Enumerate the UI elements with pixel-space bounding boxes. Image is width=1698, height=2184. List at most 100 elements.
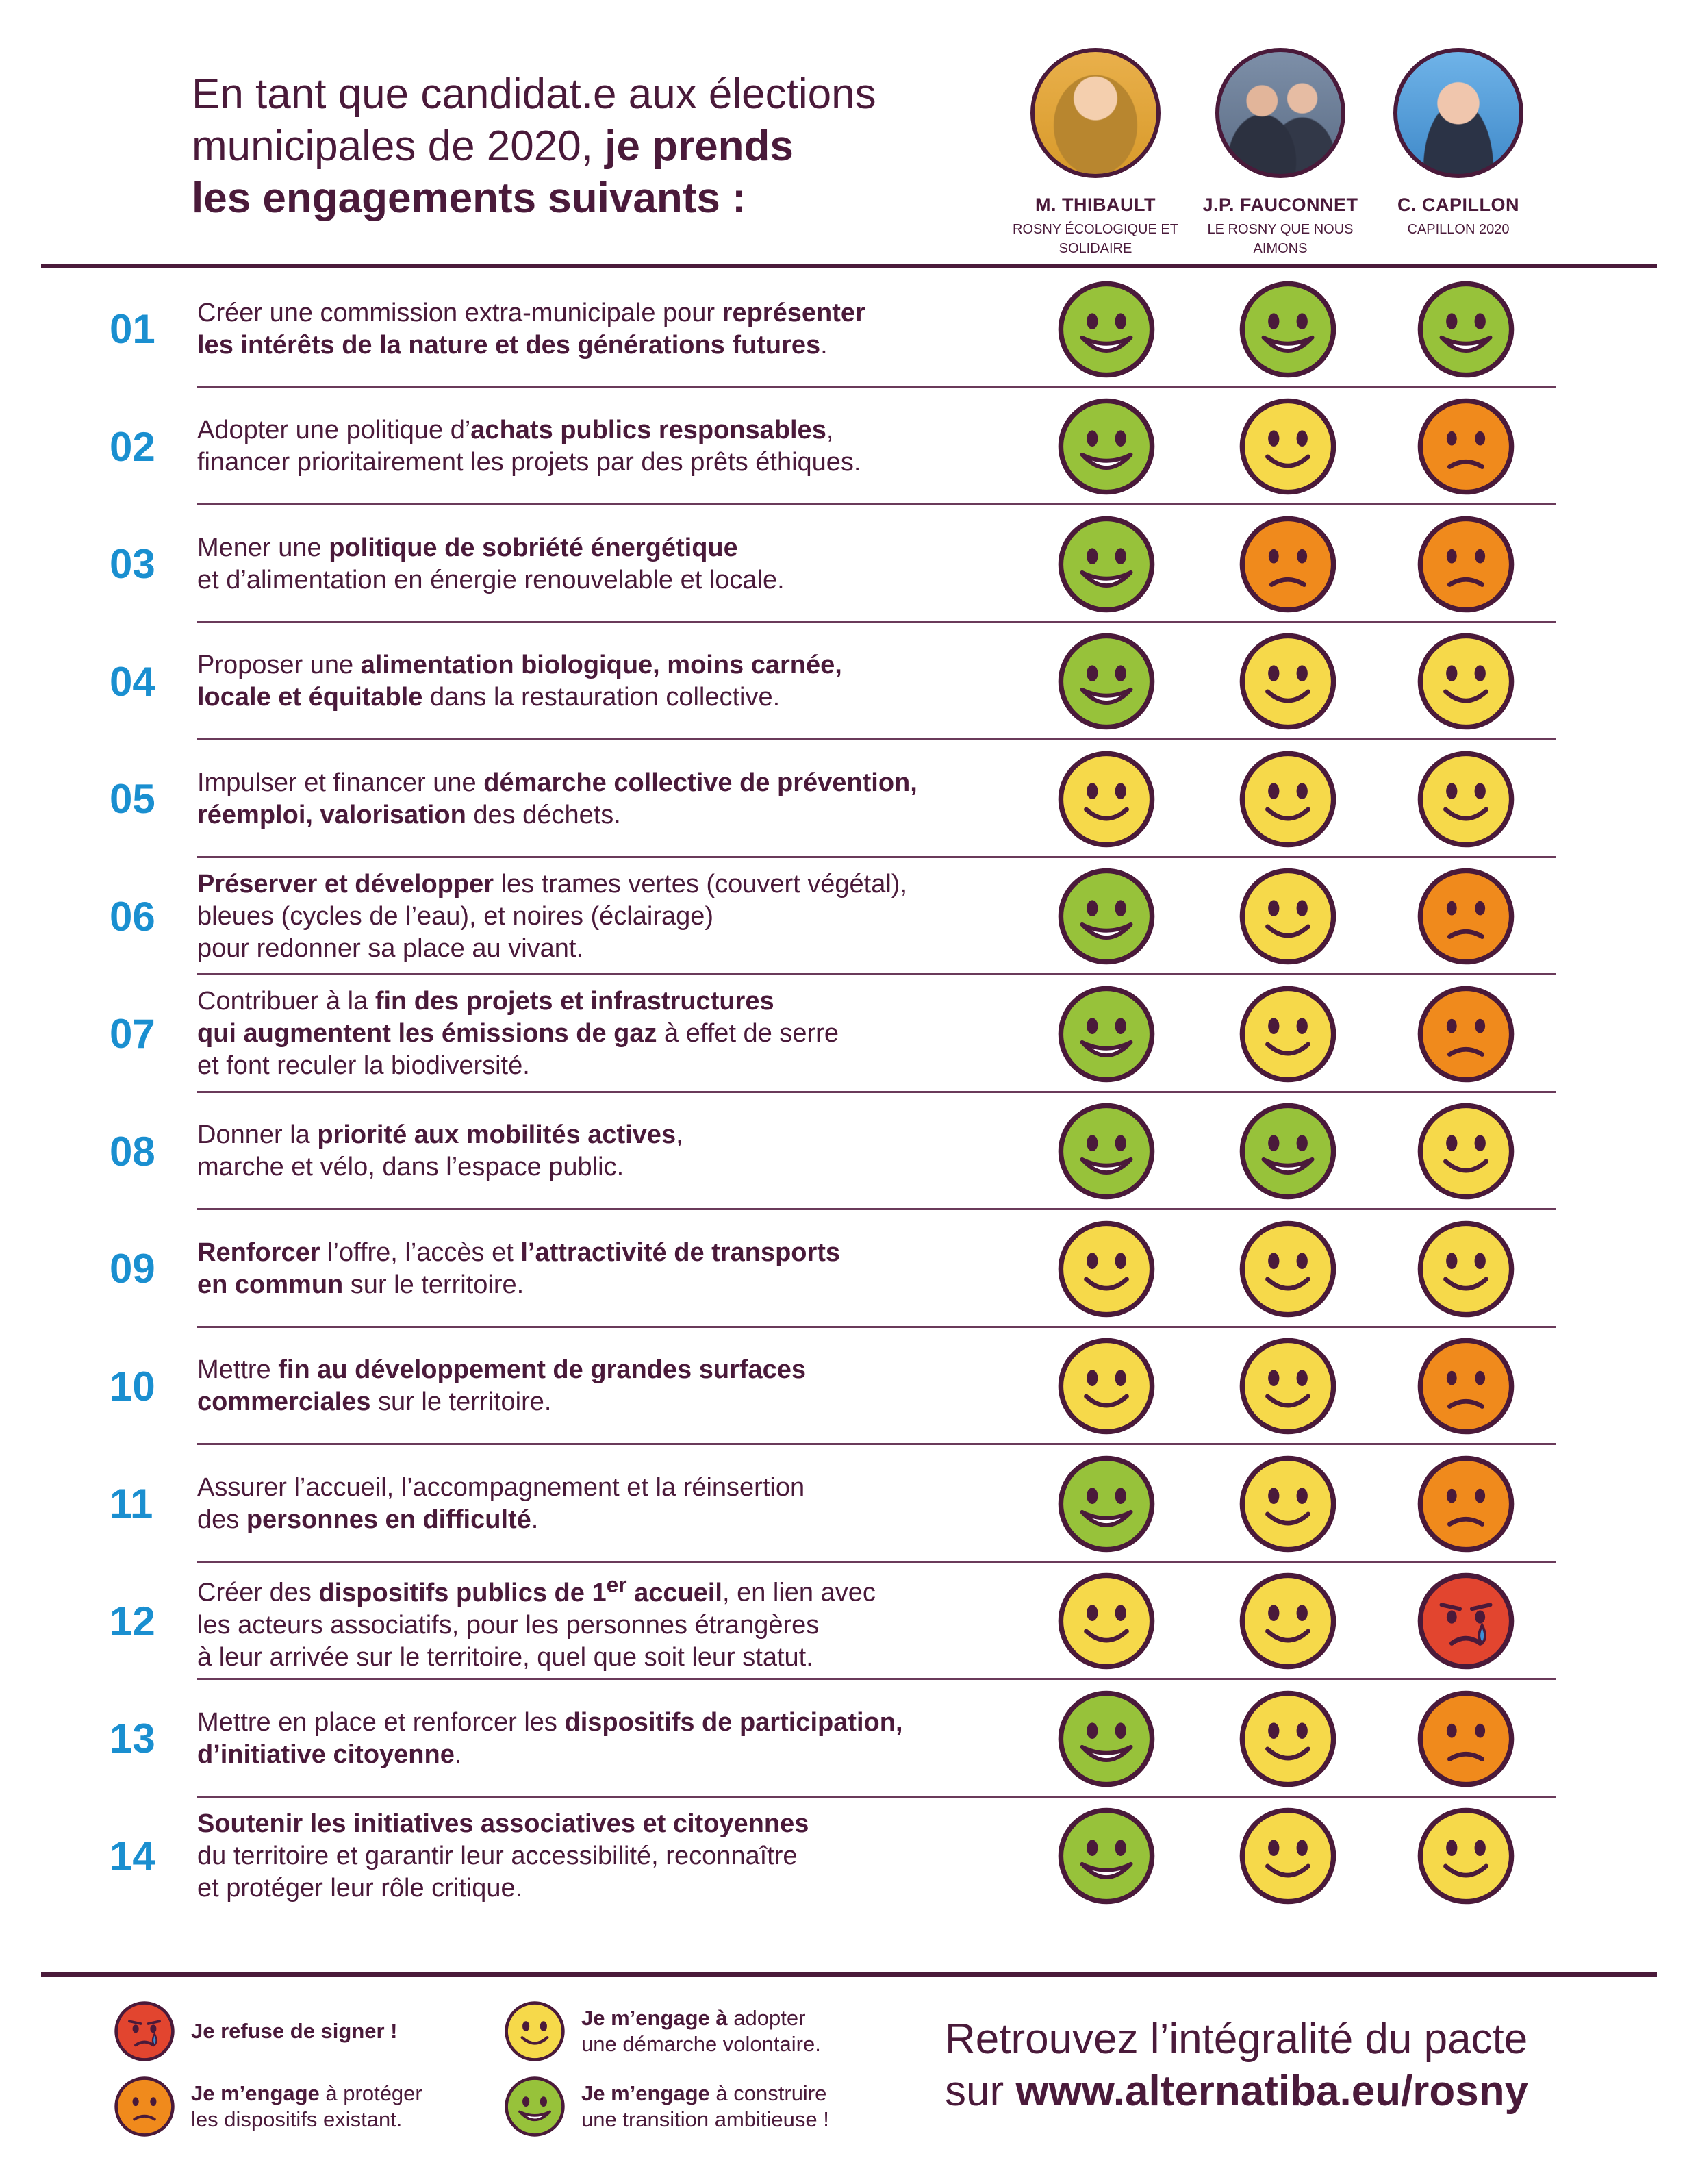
- commitment-row: 04 Proposer une alimentation biologique, …: [0, 623, 1698, 740]
- legend-text: Je m’engage à protéger les dispositifs e…: [191, 2081, 422, 2131]
- candidate-photo: [1215, 48, 1345, 178]
- grin-face-icon: [1056, 396, 1157, 497]
- commitment-row: 07 Contribuer à la fin des projets et inf…: [0, 975, 1698, 1093]
- commitment-text: Contribuer à la fin des projets et infra…: [197, 975, 1019, 1093]
- commitment-number: 13: [110, 1716, 155, 1762]
- candidate-list: LE ROSNY QUE NOUS AIMONS: [1207, 222, 1354, 256]
- crying-face-icon: [1415, 1570, 1517, 1672]
- commitment-text-content: Donner la priorité aux mobilités actives…: [197, 1120, 683, 1182]
- candidate-thibault: M. THIBAULT ROSNY ÉCOLOGIQUE ET SOLIDAIR…: [1003, 48, 1188, 258]
- candidate-name: J.P. FAUCONNET: [1202, 194, 1358, 215]
- neutral-face-icon: [1415, 396, 1517, 497]
- commitment-text-content: Créer une commission extra-municipale po…: [197, 298, 865, 360]
- legend-item-ambitious: Je m’engage à construire une transition …: [503, 2075, 829, 2138]
- candidate-list: CAPILLON 2020: [1407, 222, 1510, 237]
- commitment-number: 12: [110, 1598, 155, 1644]
- commitment-text-content: Mener une politique de sobriété énergéti…: [197, 533, 785, 594]
- grin-face-icon: [1237, 1101, 1339, 1202]
- commitment-text: Donner la priorité aux mobilités actives…: [197, 1093, 1019, 1211]
- commitments-table: 01 Créer une commission extra-municipale …: [0, 271, 1698, 1915]
- grin-face-icon: [1056, 983, 1157, 1085]
- commitment-text: Préserver et développer les trames verte…: [197, 858, 1019, 976]
- row-divider: [197, 1208, 1556, 1210]
- footer-link[interactable]: www.alternatiba.eu/rosny: [1015, 2068, 1529, 2115]
- smile-face-icon: [1237, 1218, 1339, 1320]
- row-divider: [197, 973, 1556, 975]
- page-title: En tant que candidat.e aux élections mun…: [192, 68, 979, 225]
- commitment-text-content: Soutenir les initiatives associatives et…: [197, 1809, 809, 1903]
- candidate-photo: [1030, 48, 1161, 178]
- neutral-face-icon: [1415, 1688, 1517, 1790]
- legend-item-volunteer: Je m’engage à adopter une démarche volon…: [503, 2000, 821, 2063]
- row-divider: [197, 503, 1556, 505]
- commitment-number: 09: [110, 1246, 155, 1292]
- row-divider: [197, 1325, 1556, 1328]
- smile-face-icon: [1237, 396, 1339, 497]
- grin-face-icon: [1056, 866, 1157, 967]
- footer-line-2: sur www.alternatiba.eu/rosny: [945, 2066, 1528, 2118]
- grin-face-icon: [1415, 279, 1517, 380]
- row-divider: [197, 1443, 1556, 1445]
- commitment-number: 04: [110, 658, 155, 705]
- commitment-number: 06: [110, 893, 155, 940]
- commitment-text: Assurer l’accueil, l’accompagnement et l…: [197, 1445, 1019, 1563]
- row-divider: [197, 855, 1556, 858]
- commitment-row: 09 Renforcer l’offre, l’accès et l’attrac…: [0, 1210, 1698, 1328]
- smile-face-icon: [1237, 1570, 1339, 1672]
- commitment-row: 01 Créer une commission extra-municipale …: [0, 271, 1698, 388]
- candidate-name: C. CAPILLON: [1397, 194, 1519, 215]
- candidate-fauconnet: J.P. FAUCONNET LE ROSNY QUE NOUS AIMONS: [1188, 48, 1373, 258]
- grin-face-icon: [1056, 1453, 1157, 1555]
- footer-divider: [41, 1972, 1657, 1977]
- grin-face-icon: [1056, 514, 1157, 615]
- commitment-text: Impulser et financer une démarche collec…: [197, 740, 1019, 858]
- commitment-row: 14 Soutenir les initiatives associatives …: [0, 1798, 1698, 1916]
- grin-face-icon: [1056, 1688, 1157, 1790]
- smile-face-icon: [1415, 749, 1517, 850]
- commitment-row: 03 Mener une politique de sobriété énergé…: [0, 505, 1698, 623]
- commitment-number: 02: [110, 423, 155, 470]
- commitment-text-content: Créer des dispositifs publics de 1er acc…: [197, 1572, 876, 1672]
- candidate-name: M. THIBAULT: [1035, 194, 1156, 215]
- smile-face-icon: [503, 2000, 566, 2063]
- commitment-text-content: Mettre en place et renforcer les disposi…: [197, 1707, 903, 1769]
- smile-face-icon: [1415, 1805, 1517, 1907]
- commitment-row: 10 Mettre fin au développement de grandes…: [0, 1328, 1698, 1446]
- commitment-text-content: Proposer une alimentation biologique, mo…: [197, 651, 842, 712]
- smile-face-icon: [1056, 749, 1157, 850]
- commitment-row: 06 Préserver et développer les trames ver…: [0, 858, 1698, 976]
- title-line-3: les engagements suivants :: [192, 173, 979, 225]
- grin-face-icon: [1056, 631, 1157, 732]
- legend-text: Je m’engage à construire une transition …: [581, 2081, 829, 2131]
- commitment-number: 03: [110, 541, 155, 588]
- commitment-row: 13 Mettre en place et renforcer les dispo…: [0, 1680, 1698, 1798]
- smile-face-icon: [1237, 983, 1339, 1085]
- crying-face-icon: [113, 2000, 176, 2063]
- neutral-face-icon: [1415, 866, 1517, 967]
- legend-text: Je m’engage à adopter une démarche volon…: [581, 2006, 821, 2056]
- row-divider: [197, 1090, 1556, 1093]
- commitment-text-content: Assurer l’accueil, l’accompagnement et l…: [197, 1472, 805, 1534]
- smile-face-icon: [1237, 1688, 1339, 1790]
- neutral-face-icon: [1415, 1335, 1517, 1437]
- row-divider: [197, 1795, 1556, 1798]
- smile-face-icon: [1415, 631, 1517, 732]
- commitment-number: 01: [110, 306, 155, 353]
- commitment-row: 02 Adopter une politique d’achats publics…: [0, 388, 1698, 505]
- grin-face-icon: [1056, 1101, 1157, 1202]
- commitment-number: 07: [110, 1011, 155, 1057]
- grin-face-icon: [503, 2075, 566, 2138]
- commitment-text-content: Mettre fin au développement de grandes s…: [197, 1355, 807, 1417]
- candidate-photo: [1393, 48, 1523, 178]
- footer-cta: Retrouvez l’intégralité du pacte sur www…: [945, 2013, 1528, 2118]
- commitment-text: Mettre fin au développement de grandes s…: [197, 1328, 1019, 1446]
- candidate-list: ROSNY ÉCOLOGIQUE ET SOLIDAIRE: [1013, 222, 1178, 256]
- smile-face-icon: [1056, 1570, 1157, 1672]
- title-line-3-bold: les engagements suivants :: [192, 175, 746, 222]
- neutral-face-icon: [1415, 983, 1517, 1085]
- commitment-text: Créer des dispositifs publics de 1er acc…: [197, 1563, 1019, 1681]
- header-divider: [41, 264, 1657, 268]
- title-line-1: En tant que candidat.e aux élections: [192, 71, 876, 118]
- smile-face-icon: [1056, 1335, 1157, 1437]
- legend-item-protect: Je m’engage à protéger les dispositifs e…: [113, 2075, 422, 2138]
